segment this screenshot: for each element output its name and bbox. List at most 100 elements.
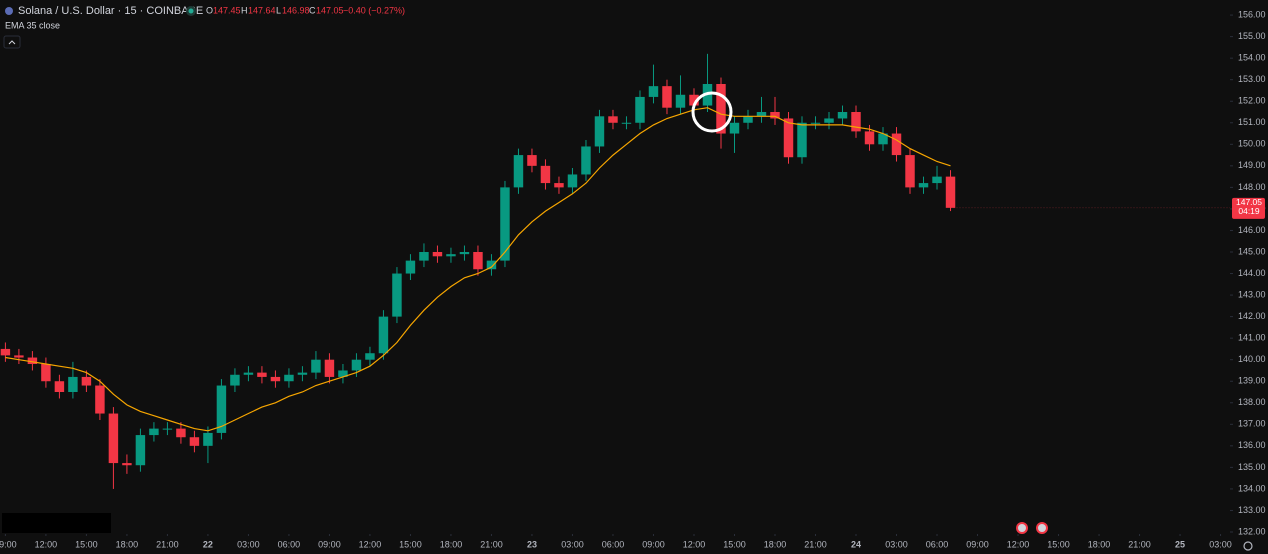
y-tick-label: 140.00 — [1238, 354, 1266, 364]
candle-body — [824, 118, 834, 123]
chart-title[interactable]: Solana / U.S. Dollar · 15 · COINBASE — [18, 5, 203, 17]
candle-body — [675, 94, 686, 108]
candle-body — [0, 348, 11, 356]
last-price: 147.05 — [1236, 197, 1262, 207]
x-tick-label: 15:00 — [723, 539, 746, 549]
candle-body — [419, 252, 429, 261]
indicator-legend[interactable]: EMA 35 close — [5, 20, 60, 30]
candle-body — [257, 372, 267, 377]
x-tick-label: 03:00 — [237, 539, 260, 549]
x-tick-label: 18:00 — [116, 539, 139, 549]
candle-body — [932, 176, 942, 184]
candle-body — [689, 94, 699, 106]
collapse-icon — [8, 40, 16, 45]
ohlc-value: 147.45 — [213, 5, 241, 15]
status-dot — [188, 8, 194, 14]
candle-body — [608, 116, 618, 123]
candle-body — [810, 122, 821, 124]
candle-body — [243, 372, 254, 375]
settings-icon[interactable] — [1243, 541, 1253, 551]
candle-body — [108, 413, 119, 464]
x-tick-label: 09:00 — [642, 539, 665, 549]
x-tick-label: 15:00 — [399, 539, 422, 549]
x-tick-label: 06:00 — [602, 539, 625, 549]
highlight-circle — [691, 91, 733, 133]
x-tick-label: 12:00 — [683, 539, 706, 549]
candle-body — [635, 96, 645, 123]
y-tick-label: 154.00 — [1238, 53, 1266, 63]
candle-body — [783, 118, 794, 158]
x-tick-label: 09:00 — [966, 539, 989, 549]
x-tick-label: 03:00 — [561, 539, 584, 549]
candle-body — [513, 155, 524, 188]
candle-body — [770, 112, 780, 119]
y-tick-label: 141.00 — [1238, 333, 1266, 343]
y-tick-label: 144.00 — [1238, 268, 1266, 278]
x-tick-label: 15:00 — [1047, 539, 1070, 549]
x-tick-label: 18:00 — [1088, 539, 1111, 549]
candle-body — [446, 254, 456, 257]
candle-body — [189, 437, 200, 446]
ohlc-label: H — [241, 5, 248, 15]
ohlc-value: 146.98 — [282, 5, 310, 15]
candle-body — [797, 122, 807, 158]
x-tick-label: 21:00 — [804, 539, 827, 549]
candle-body — [594, 116, 605, 147]
x-tick-label: 12:00 — [35, 539, 58, 549]
candle-body — [68, 376, 78, 392]
candle-body — [284, 374, 294, 382]
candle-body — [567, 174, 578, 188]
candle-body — [297, 372, 308, 375]
y-tick-label: 136.00 — [1238, 440, 1266, 450]
candle-body — [729, 122, 740, 134]
ohlc-label: L — [276, 5, 281, 15]
event-flag-inner — [1018, 524, 1026, 532]
ema-line — [5, 107, 951, 432]
candle-body — [338, 370, 348, 377]
y-tick-label: 135.00 — [1238, 462, 1266, 472]
candle-body — [216, 385, 227, 433]
y-tick-label: 156.00 — [1238, 9, 1266, 19]
candle-body — [95, 385, 105, 414]
ohlc-change: −0.40 (−0.27%) — [343, 5, 405, 15]
candle-body — [459, 252, 470, 255]
x-tick-label: 22 — [203, 539, 213, 549]
collapse-button[interactable] — [3, 35, 21, 49]
last-price-tag — [1232, 197, 1265, 219]
x-tick-label: 03:00 — [885, 539, 908, 549]
candle-body — [405, 260, 416, 274]
y-tick-label: 151.00 — [1238, 117, 1266, 127]
x-tick-label: 21:00 — [1128, 539, 1151, 549]
candle-body — [621, 122, 632, 124]
candle-body — [648, 86, 659, 97]
candle-body — [392, 273, 402, 317]
x-tick-label: 24 — [851, 539, 861, 549]
y-tick-label: 142.00 — [1238, 311, 1266, 321]
ohlc-label: O — [206, 5, 213, 15]
x-tick-label: 21:00 — [156, 539, 179, 549]
x-tick-label: 25 — [1175, 539, 1185, 549]
candle-body — [486, 260, 497, 270]
x-tick-label: 18:00 — [764, 539, 787, 549]
y-tick-label: 146.00 — [1238, 225, 1266, 235]
x-tick-label: 09:00 — [318, 539, 341, 549]
y-tick-label: 155.00 — [1238, 31, 1266, 41]
candle-body — [27, 357, 38, 364]
y-tick-label: 139.00 — [1238, 376, 1266, 386]
y-tick-label: 133.00 — [1238, 505, 1266, 515]
x-tick-label: 09:00 — [0, 539, 17, 549]
y-tick-label: 150.00 — [1238, 139, 1266, 149]
y-tick-label: 148.00 — [1238, 182, 1266, 192]
candle-body — [716, 84, 726, 134]
candle-body — [945, 176, 956, 208]
candle-body — [662, 86, 672, 108]
candle-body — [176, 428, 186, 438]
x-tick-label: 18:00 — [440, 539, 463, 549]
candle-body — [905, 155, 915, 188]
candle-body — [365, 353, 375, 360]
candle-body — [54, 381, 65, 392]
candle-body — [500, 187, 510, 261]
candle-body — [162, 428, 173, 430]
y-tick-label: 153.00 — [1238, 74, 1266, 84]
